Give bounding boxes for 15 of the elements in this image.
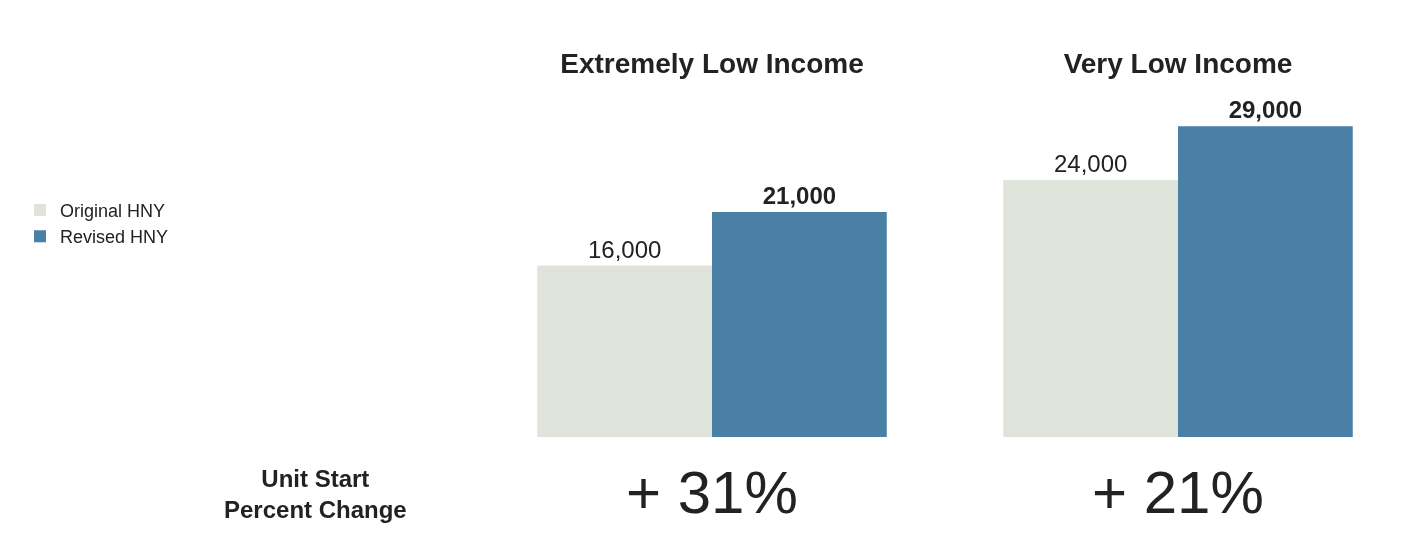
bar xyxy=(712,212,887,437)
legend-label: Original HNY xyxy=(60,200,166,221)
data-label: 21,000 xyxy=(762,182,837,210)
text: + 31% xyxy=(626,459,798,526)
data-label: 29,000 xyxy=(1228,96,1303,124)
legend-label: Revised HNY xyxy=(60,227,169,248)
data-label: 24,000 xyxy=(1053,149,1128,177)
bar xyxy=(1003,179,1179,437)
text: Unit Start Percent Change xyxy=(224,465,407,524)
x-tick-label: Very Low Income xyxy=(1063,48,1293,80)
bar xyxy=(1178,126,1353,437)
x-tick-label: Extremely Low Income xyxy=(560,48,864,80)
text: + 21% xyxy=(1092,459,1264,526)
bar xyxy=(537,265,713,437)
data-label: 16,000 xyxy=(587,235,662,263)
